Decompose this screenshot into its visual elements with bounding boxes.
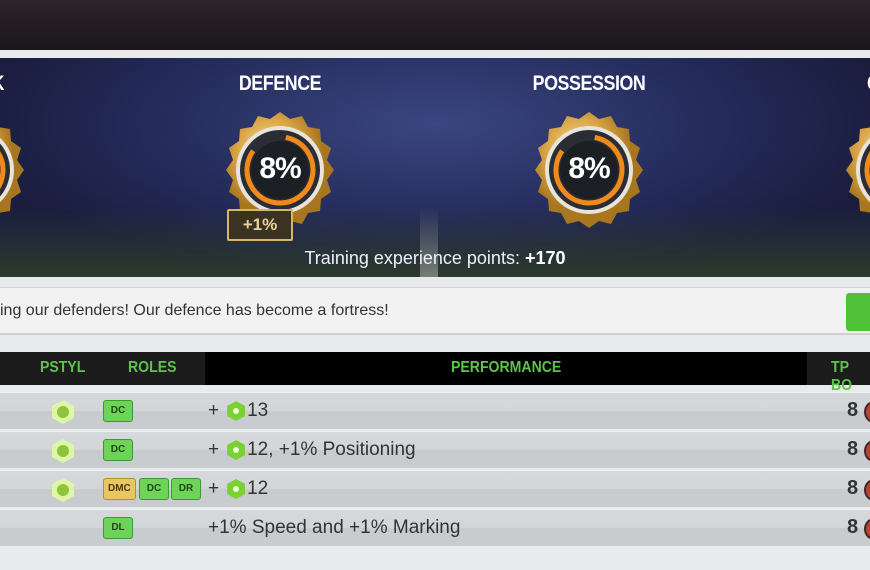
tp-bonus-value: 8: [847, 477, 859, 499]
performance-value: 12: [247, 478, 269, 499]
tp-bonus-value: 8: [847, 516, 859, 538]
tp-bonus-value: 8: [847, 438, 859, 460]
tp-bonus-value: 8: [847, 399, 859, 421]
medal-icon: [840, 110, 870, 230]
gem-icon: [227, 401, 246, 421]
training-xp: Training experience points: +170: [0, 248, 870, 269]
stat-title: ATTACK: [0, 72, 72, 96]
continue-button[interactable]: [846, 293, 870, 331]
table-header: PSTYL ROLES PERFORMANCE TP BO: [0, 352, 870, 394]
table-row[interactable]: DC +13 8: [0, 392, 870, 429]
stat-delta-badge: +1%: [227, 209, 293, 241]
table-row[interactable]: DMC DC DR +12 8: [0, 470, 870, 507]
performance-text: +1% Speed and +1% Marking: [208, 517, 460, 539]
role-badge: DMC: [103, 478, 136, 500]
medal-icon: [0, 110, 30, 230]
header-roles[interactable]: ROLES: [128, 359, 177, 376]
stat-title: CO: [867, 72, 870, 96]
playstyle-icon: [52, 400, 74, 424]
performance-header-bg: [205, 352, 807, 385]
xp-value: +170: [524, 248, 566, 268]
plus-sign: +: [208, 400, 220, 421]
stat-value: 8%: [568, 152, 610, 185]
message-bar: ing our defenders! Our defence has becom…: [0, 287, 870, 335]
xp-label: Training experience points:: [304, 248, 520, 268]
stat-value: 8%: [259, 152, 301, 185]
pitch-grass: [0, 207, 870, 277]
role-badge: DC: [103, 400, 133, 422]
role-badge: DR: [171, 478, 201, 500]
header-pstyl[interactable]: PSTYL: [40, 359, 86, 376]
gem-icon: [227, 479, 246, 499]
playstyle-icon: [52, 478, 74, 502]
performance-value: 13: [247, 400, 269, 421]
stat-title: POSSESSION: [532, 72, 646, 95]
stat-attack: ATTACK: [0, 58, 90, 277]
table-row[interactable]: DL +1% Speed and +1% Marking 8: [0, 509, 870, 546]
performance-text: +12: [208, 478, 268, 500]
stat-defence: DEFENCE 8% +1%: [160, 58, 400, 277]
top-bar: [0, 0, 870, 50]
stat-possession: POSSESSION 8%: [469, 58, 709, 277]
coin-icon: [864, 440, 870, 462]
performance-text: +12, +1% Positioning: [208, 439, 416, 461]
playstyle-icon: [52, 439, 74, 463]
coin-icon: [864, 518, 870, 540]
coin-icon: [864, 479, 870, 501]
role-badge: DC: [139, 478, 169, 500]
coach-message: ing our defenders! Our defence has becom…: [0, 302, 389, 319]
role-badge: DC: [103, 439, 133, 461]
coin-icon: [864, 401, 870, 423]
performance-value: +1% Speed and +1% Marking: [208, 517, 461, 538]
stat-partial-right: CO: [780, 58, 870, 277]
header-performance[interactable]: PERFORMANCE: [451, 359, 562, 376]
gem-icon: [227, 440, 246, 460]
header-tp-bonus[interactable]: TP BO: [831, 359, 853, 394]
table-row[interactable]: DC +12, +1% Positioning 8: [0, 431, 870, 468]
role-badge: DL: [103, 517, 133, 539]
plus-sign: +: [208, 439, 220, 460]
pitch-line: [420, 207, 438, 277]
stat-title: DEFENCE: [238, 72, 322, 95]
plus-sign: +: [208, 478, 220, 499]
training-results-banner: ATTACK DEFENCE 8% +1% POSSESSION 8% CO T…: [0, 58, 870, 277]
performance-value: 12, +1% Positioning: [247, 439, 416, 460]
performance-text: +13: [208, 400, 268, 422]
